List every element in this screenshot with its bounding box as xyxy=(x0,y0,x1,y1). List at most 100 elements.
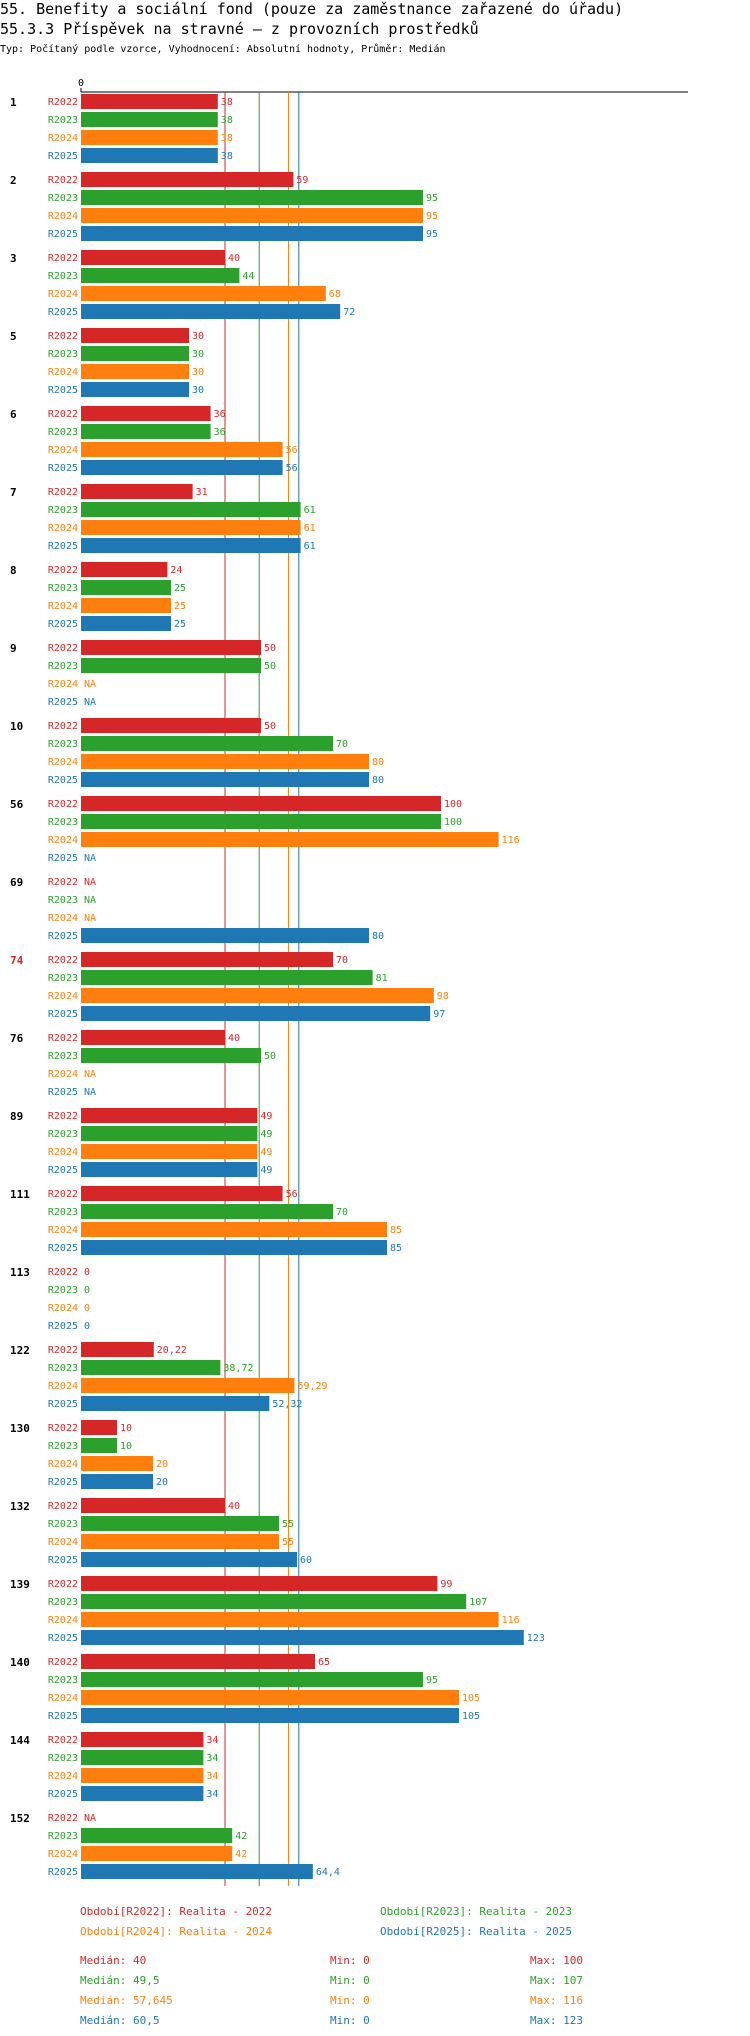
data-label: 49 xyxy=(260,1129,272,1140)
series-label: R2022 xyxy=(48,1423,78,1434)
data-label: 25 xyxy=(174,601,186,612)
data-label: 50 xyxy=(264,721,276,732)
data-label: 40 xyxy=(228,253,240,264)
series-label: R2023 xyxy=(48,1207,78,1218)
bar xyxy=(81,640,261,655)
group-label: 89 xyxy=(10,1110,23,1123)
data-label: 49 xyxy=(260,1165,272,1176)
series-label: R2022 xyxy=(48,1033,78,1044)
series-label: R2024 xyxy=(48,1693,78,1704)
data-label: 61 xyxy=(304,541,316,552)
series-label: R2023 xyxy=(48,1285,78,1296)
data-label: 98 xyxy=(437,991,449,1002)
data-label: NA xyxy=(84,913,96,924)
bar xyxy=(81,1186,283,1201)
data-label: 80 xyxy=(372,775,384,786)
data-label: 85 xyxy=(390,1225,402,1236)
bar xyxy=(81,952,333,967)
series-label: R2023 xyxy=(48,895,78,906)
bar xyxy=(81,1438,117,1453)
series-label: R2025 xyxy=(48,1711,78,1722)
series-label: R2024 xyxy=(48,367,78,378)
series-label: R2024 xyxy=(48,133,78,144)
bar xyxy=(81,970,373,985)
chart-title: 55. Benefity a sociální fond (pouze za z… xyxy=(0,0,624,18)
bar xyxy=(81,460,283,475)
bar xyxy=(81,754,369,769)
series-label: R2025 xyxy=(48,1165,78,1176)
data-label: 55 xyxy=(282,1519,294,1530)
group-label: 3 xyxy=(10,252,17,265)
data-label: 38,72 xyxy=(223,1363,253,1374)
bar xyxy=(81,1378,295,1393)
stat-min-r2025: Min: 0 xyxy=(330,2014,370,2027)
series-label: R2025 xyxy=(48,1477,78,1488)
bar xyxy=(81,1768,204,1783)
data-label: 55 xyxy=(282,1537,294,1548)
stat-max-r2022: Max: 100 xyxy=(530,1954,583,1967)
series-label: R2024 xyxy=(48,991,78,1002)
group-label: 1 xyxy=(10,96,17,109)
series-label: R2023 xyxy=(48,1675,78,1686)
bar xyxy=(81,658,261,673)
data-label: NA xyxy=(84,679,96,690)
data-label: 30 xyxy=(192,349,204,360)
bar xyxy=(81,268,240,283)
data-label: 61 xyxy=(304,505,316,516)
group-label: 132 xyxy=(10,1500,30,1513)
stat-median-r2023: Medián: 49,5 xyxy=(80,1974,160,1987)
bar xyxy=(81,1594,467,1609)
bar xyxy=(81,346,189,361)
data-label: 38 xyxy=(221,97,233,108)
data-label: 65 xyxy=(318,1657,330,1668)
series-label: R2023 xyxy=(48,505,78,516)
series-label: R2023 xyxy=(48,193,78,204)
bar xyxy=(81,190,423,205)
series-label: R2025 xyxy=(48,463,78,474)
bar xyxy=(81,988,434,1003)
bar xyxy=(81,1108,258,1123)
bar xyxy=(81,1498,225,1513)
data-label: 99 xyxy=(440,1579,452,1590)
group-label: 9 xyxy=(10,642,17,655)
series-label: R2022 xyxy=(48,1813,78,1824)
legend-r2024: Období[R2024]: Realita - 2024 xyxy=(80,1925,273,1938)
series-label: R2025 xyxy=(48,619,78,630)
data-label: 20 xyxy=(156,1459,168,1470)
data-label: 64,4 xyxy=(316,1867,340,1878)
data-label: 31 xyxy=(196,487,208,498)
group-label: 144 xyxy=(10,1734,30,1747)
series-label: R2024 xyxy=(48,1069,78,1080)
series-label: R2024 xyxy=(48,1147,78,1158)
data-label: 34 xyxy=(206,1771,218,1782)
data-label: 56 xyxy=(286,463,298,474)
series-label: R2024 xyxy=(48,757,78,768)
bar xyxy=(81,1786,204,1801)
data-label: 30 xyxy=(192,367,204,378)
bar xyxy=(81,1750,204,1765)
bar xyxy=(81,1864,313,1879)
group-label: 2 xyxy=(10,174,17,187)
bar xyxy=(81,304,341,319)
bar xyxy=(81,1552,297,1567)
group-label: 8 xyxy=(10,564,17,577)
series-label: R2025 xyxy=(48,775,78,786)
data-label: 20,22 xyxy=(157,1345,187,1356)
data-label: 49 xyxy=(260,1147,272,1158)
bar xyxy=(81,1222,387,1237)
series-label: R2025 xyxy=(48,1321,78,1332)
bar xyxy=(81,928,369,943)
series-label: R2025 xyxy=(48,853,78,864)
series-label: R2025 xyxy=(48,151,78,162)
data-label: 100 xyxy=(444,817,462,828)
series-label: R2024 xyxy=(48,523,78,534)
bar xyxy=(81,286,326,301)
bar xyxy=(81,1240,387,1255)
bar xyxy=(81,172,294,187)
data-label: NA xyxy=(84,895,96,906)
data-label: 34 xyxy=(206,1735,218,1746)
group-label: 10 xyxy=(10,720,23,733)
series-label: R2025 xyxy=(48,1399,78,1410)
bar xyxy=(81,796,441,811)
series-label: R2025 xyxy=(48,1633,78,1644)
